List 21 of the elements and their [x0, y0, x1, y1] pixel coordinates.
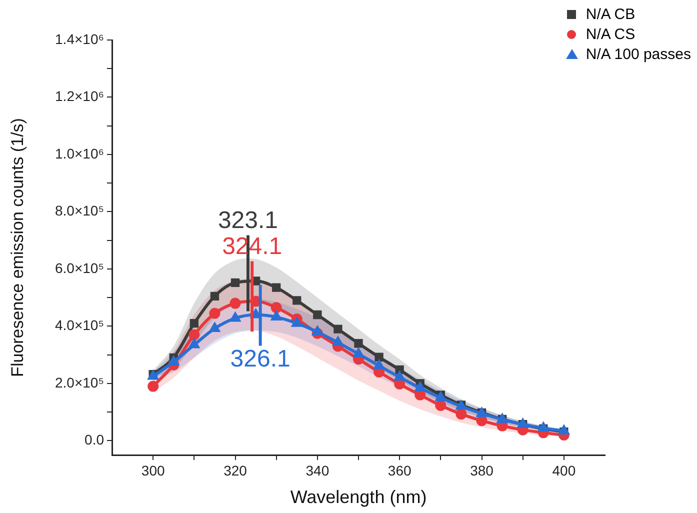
y-tick-label: 6.0×10⁵ [54, 260, 104, 276]
y-axis-title: Fluoresence emission counts (1/s) [8, 118, 27, 377]
annotation: 323.1 [218, 206, 278, 234]
x-tick-label: 340 [306, 462, 330, 478]
legend-label: N/A 100 passes [586, 46, 691, 62]
y-tick-label: 1.0×10⁶ [55, 145, 104, 162]
y-tick-label: 2.0×10⁵ [54, 374, 104, 390]
x-tick-label: 360 [388, 462, 412, 478]
y-tick-label: 1.2×10⁶ [55, 88, 104, 104]
x-axis-title: Wavelength (nm) [290, 487, 427, 508]
legend-label: N/A CB [586, 6, 636, 22]
y-tick-label: 8.0×10⁵ [54, 202, 104, 219]
y-tick-label: 4.0×10⁵ [54, 317, 104, 334]
y-tick-label: 1.4×10⁶ [55, 30, 104, 47]
annotation: 326.1 [230, 345, 290, 372]
x-tick-label: 300 [141, 462, 165, 478]
x-tick-label: 400 [552, 462, 576, 478]
x-tick-label: 380 [470, 462, 494, 478]
x-tick-label: 320 [224, 462, 248, 478]
legend-label: N/A CS [586, 26, 636, 42]
y-tick-label: 0.0 [84, 432, 104, 448]
